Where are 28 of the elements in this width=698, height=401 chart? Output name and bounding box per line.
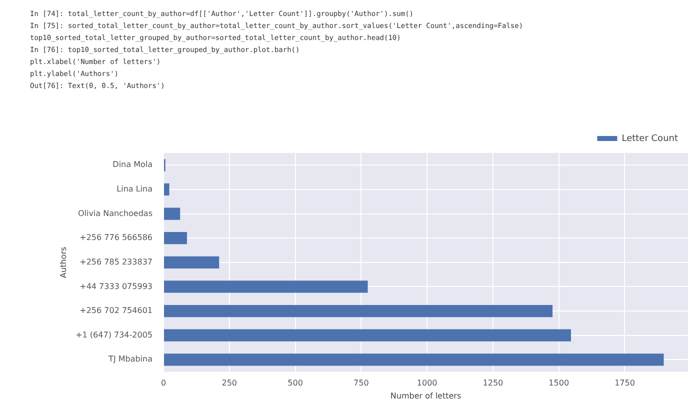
x-tick-label: 1000: [416, 378, 438, 388]
bar: [164, 232, 187, 244]
x-tick-label: 500: [288, 378, 303, 388]
bar: [164, 183, 170, 196]
bar: [164, 208, 180, 220]
y-axis-title: Authors: [58, 246, 68, 278]
bar: [164, 354, 664, 366]
bar: [164, 256, 220, 268]
y-tick-label: +256 702 754601: [80, 306, 153, 316]
y-tick-label: Lina Lina: [116, 184, 153, 194]
y-tick-label: +256 785 233837: [80, 257, 153, 266]
x-axis-title: Number of letters: [390, 391, 462, 400]
y-tick-label: +256 776 566586: [80, 233, 153, 242]
y-tick-label: +44 7333 075993: [80, 282, 153, 291]
y-tick-label: +1 (647) 734-2005: [76, 330, 153, 340]
x-tick-label: 1250: [482, 378, 504, 388]
bar: [164, 304, 553, 318]
y-tick-label: Olivia Nanchoedas: [78, 208, 153, 218]
x-tick-label: 1500: [548, 378, 570, 388]
x-tick-label: 250: [222, 378, 238, 388]
y-tick-label: Dina Mola: [112, 160, 153, 170]
bar: [164, 329, 571, 342]
legend-label: Letter Count: [622, 134, 678, 144]
x-tick-label: 750: [354, 378, 369, 388]
x-tick-label: 0: [160, 378, 166, 388]
y-tick-label: TJ Mbabina: [108, 354, 153, 364]
x-tick-label: 1750: [614, 378, 635, 388]
bar: [164, 280, 368, 293]
